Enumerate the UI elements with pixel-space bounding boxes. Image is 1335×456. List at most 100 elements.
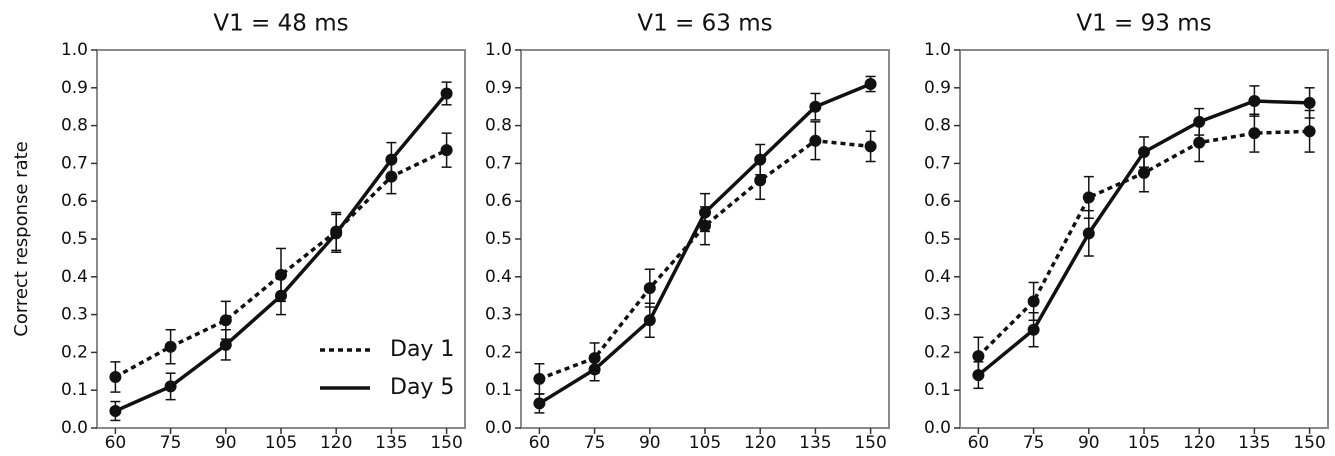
x-tick-label: 120 — [1183, 433, 1215, 452]
y-tick-label: 0.5 — [485, 229, 512, 249]
y-tick-label: 0.5 — [61, 229, 88, 249]
y-tick-label: 0.9 — [924, 78, 951, 98]
point — [1138, 166, 1150, 179]
legend-label: Day 1 — [390, 337, 454, 362]
plot-frame — [96, 49, 466, 429]
point — [699, 206, 711, 219]
x-tick-label: 105 — [265, 433, 297, 452]
point — [219, 338, 232, 351]
point — [643, 314, 656, 327]
x-tick-label: 60 — [968, 433, 990, 452]
y-tick-label: 0.4 — [61, 267, 88, 287]
point — [1248, 95, 1261, 108]
y-tick-label: 0.8 — [485, 116, 512, 136]
series-line — [538, 138, 871, 381]
x-tick-label: 135 — [799, 433, 831, 452]
y-tick-label: 0.6 — [924, 191, 951, 211]
y-tick-label: 0.8 — [61, 116, 88, 136]
x-tick-label: 60 — [105, 433, 127, 452]
y-tick-label: 0.6 — [61, 191, 88, 211]
y-tick-label: 0.2 — [924, 342, 951, 362]
point — [275, 289, 287, 302]
y-tick-label: 0.3 — [485, 305, 512, 325]
y-tick-label: 1.0 — [924, 40, 951, 60]
y-tick-label: 0.7 — [61, 153, 88, 173]
x-tick-label: 75 — [584, 433, 606, 452]
y-tick-label: 0.9 — [61, 78, 88, 98]
y-tick-label: 0.0 — [924, 418, 951, 438]
point — [533, 397, 546, 410]
point — [109, 404, 122, 417]
y-tick-label: 0.3 — [924, 305, 951, 325]
point — [1193, 136, 1206, 149]
point — [643, 282, 656, 295]
x-tick-label: 120 — [320, 433, 352, 452]
y-tick-label: 0.1 — [924, 380, 951, 400]
point — [440, 144, 453, 157]
x-tick-label: 150 — [430, 433, 462, 452]
x-tick-label: 60 — [529, 433, 551, 452]
y-tick-label: 0.5 — [924, 229, 951, 249]
point — [219, 314, 232, 327]
y-tick-label: 0.4 — [485, 267, 512, 287]
point — [1082, 227, 1095, 240]
y-tick-label: 0.1 — [485, 380, 512, 400]
y-tick-label: 0.0 — [61, 418, 88, 438]
y-tick-label: 0.1 — [61, 380, 88, 400]
panel-title: V1 = 93 ms — [1076, 11, 1211, 37]
x-tick-label: 105 — [689, 433, 721, 452]
y-tick-label: 0.2 — [61, 342, 88, 362]
x-tick-label: 150 — [1293, 433, 1325, 452]
point — [864, 78, 877, 91]
y-tick-label: 0.6 — [485, 191, 512, 211]
y-tick-label: 1.0 — [61, 40, 88, 60]
point — [1248, 127, 1261, 140]
y-tick-label: 0.8 — [924, 116, 951, 136]
y-tick-label: 0.3 — [61, 305, 88, 325]
x-tick-label: 90 — [639, 433, 661, 452]
point — [972, 369, 985, 382]
point — [1138, 146, 1150, 159]
point — [1303, 96, 1316, 109]
point — [864, 140, 877, 153]
plot-frame — [959, 49, 1329, 429]
point — [330, 227, 343, 240]
x-tick-label: 105 — [1128, 433, 1160, 452]
y-tick-label: 0.7 — [485, 153, 512, 173]
x-tick-label: 90 — [1078, 433, 1100, 452]
legend-label: Day 5 — [390, 375, 454, 400]
x-tick-label: 75 — [160, 433, 182, 452]
panel-title: V1 = 48 ms — [213, 11, 348, 37]
point — [275, 268, 287, 281]
point — [385, 153, 398, 166]
x-tick-label: 135 — [1238, 433, 1270, 452]
point — [164, 380, 177, 393]
panel-title: V1 = 63 ms — [637, 11, 772, 37]
y-axis-label: Correct response rate — [11, 141, 32, 336]
y-tick-label: 0.0 — [485, 418, 512, 438]
x-tick-label: 90 — [215, 433, 237, 452]
x-tick-label: 150 — [854, 433, 886, 452]
point — [809, 100, 822, 113]
point — [1193, 115, 1206, 128]
x-tick-label: 75 — [1023, 433, 1045, 452]
point — [109, 370, 122, 383]
point — [754, 174, 767, 187]
x-tick-label: 120 — [744, 433, 776, 452]
y-tick-label: 0.4 — [924, 267, 951, 287]
point — [533, 372, 546, 385]
y-tick-label: 0.7 — [924, 153, 951, 173]
point — [1027, 295, 1040, 308]
x-tick-label: 135 — [375, 433, 407, 452]
y-tick-label: 0.9 — [485, 78, 512, 98]
y-tick-label: 1.0 — [485, 40, 512, 60]
point — [1303, 125, 1316, 138]
y-tick-label: 0.2 — [485, 342, 512, 362]
point — [588, 363, 601, 376]
point — [754, 153, 767, 166]
point — [1027, 323, 1040, 336]
point — [809, 134, 822, 147]
point — [440, 87, 453, 100]
